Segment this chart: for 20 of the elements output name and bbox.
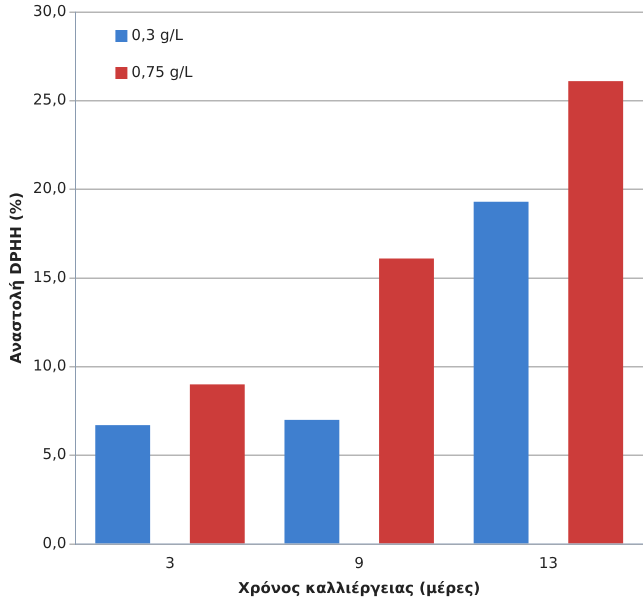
y-tick-label: 5,0 — [42, 445, 66, 464]
x-tick-label: 9 — [354, 554, 364, 572]
bar — [474, 202, 529, 544]
bar — [190, 384, 245, 544]
y-axis-title: Αναστολή DPHH (%) — [6, 192, 25, 364]
x-tick-label: 3 — [165, 554, 175, 572]
x-tick-label: 13 — [538, 554, 558, 572]
legend-label: 0,75 g/L — [131, 62, 194, 81]
y-tick-label: 10,0 — [32, 356, 66, 375]
x-axis-title: Χρόνος καλλιέργειας (μέρες) — [238, 578, 480, 597]
y-tick-label: 30,0 — [32, 2, 66, 20]
bar — [95, 425, 150, 544]
bar — [284, 420, 340, 544]
bar — [379, 258, 434, 544]
y-tick-label: 20,0 — [32, 179, 66, 198]
legend-label: 0,3 g/L — [131, 26, 184, 44]
y-tick-label: 25,0 — [32, 90, 66, 109]
y-tick-label: 15,0 — [32, 268, 66, 286]
y-tick-label: 0,0 — [42, 534, 66, 552]
bar — [568, 81, 624, 544]
